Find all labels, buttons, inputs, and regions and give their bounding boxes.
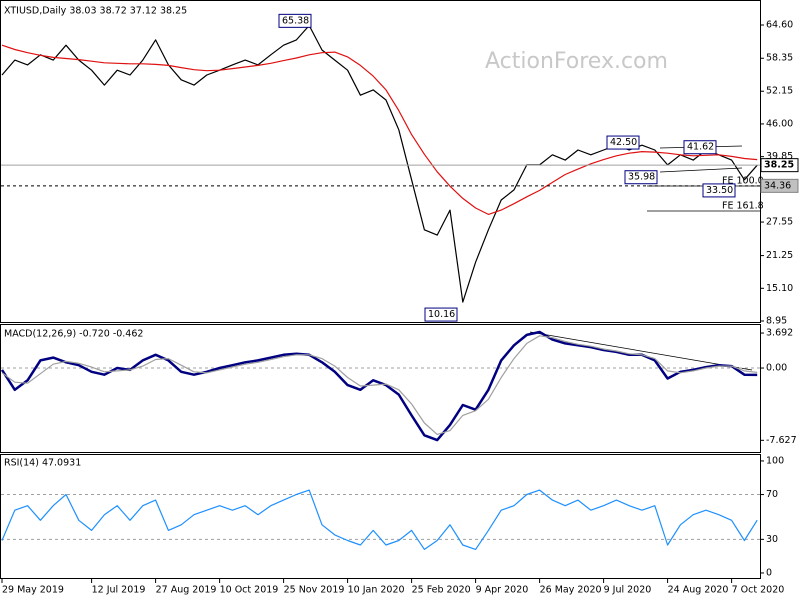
- macd-title: MACD(12,26,9) -0.720 -0.462: [4, 329, 143, 340]
- y-tick-label: 58.35: [766, 53, 793, 64]
- fe-label: FE 100.0: [722, 176, 764, 187]
- annotation-label: 35.98: [628, 172, 655, 183]
- y-tick-label: 21.25: [766, 250, 793, 261]
- x-tick-label: 10 Jan 2020: [348, 585, 405, 596]
- last-price-label: 38.25: [764, 160, 794, 171]
- y-tick-label: 46.00: [766, 118, 793, 129]
- annotation-label: 33.50: [706, 185, 733, 196]
- annotation-label: 42.50: [610, 137, 637, 148]
- x-tick-label: 27 Aug 2019: [156, 585, 217, 596]
- x-tick-label: 29 May 2019: [2, 585, 64, 596]
- rsi-title: RSI(14) 47.0931: [4, 458, 81, 469]
- x-tick-label: 24 Aug 2020: [668, 585, 729, 596]
- rsi-pane: [0, 454, 761, 579]
- y-tick-label: 0: [766, 567, 772, 578]
- annotation-label: 10.16: [428, 309, 455, 320]
- series-line: [1, 335, 758, 435]
- y-tick-label: -7.627: [766, 435, 797, 446]
- x-tick-label: 9 Jul 2020: [604, 585, 652, 596]
- y-tick-label: 15.10: [766, 283, 793, 294]
- annotation-box: [702, 183, 736, 198]
- last-price-box: [760, 158, 799, 173]
- fe-label: FE 161.8: [722, 201, 764, 212]
- x-tick-label: 25 Feb 2020: [412, 585, 471, 596]
- annotation-box: [606, 135, 640, 150]
- annotation-box: [683, 140, 717, 155]
- annotation-box: [624, 170, 658, 185]
- y-tick-label: 64.60: [766, 19, 793, 30]
- y-tick-label: 30: [766, 534, 778, 545]
- x-tick-label: 10 Oct 2019: [220, 585, 279, 596]
- y-tick-label: 0.00: [766, 363, 787, 374]
- annotation-label: 41.62: [687, 142, 714, 153]
- watermark: ActionForex.com: [485, 49, 668, 74]
- y-tick-label: 27.55: [766, 217, 793, 228]
- y-tick-label: 100: [766, 455, 784, 466]
- y-tick-label: 52.15: [766, 86, 793, 97]
- y-tick-label: 3.692: [766, 328, 793, 339]
- x-tick-label: 25 Nov 2019: [284, 585, 345, 596]
- level-label: 34.36: [764, 180, 791, 191]
- macd-trendline: [529, 331, 753, 371]
- trendline: [659, 167, 743, 173]
- macd-pane: [0, 324, 761, 453]
- y-tick-label: 39.85: [766, 151, 793, 162]
- series-line: [1, 489, 758, 550]
- price-title: XTIUSD,Daily 38.03 38.72 37.12 38.25: [4, 6, 187, 17]
- annotation-box: [424, 307, 458, 322]
- x-tick-label: 26 May 2020: [540, 585, 602, 596]
- x-tick-label: 12 Jul 2019: [92, 585, 146, 596]
- x-tick-label: 9 Apr 2020: [476, 585, 529, 596]
- annotation-label: 65.38: [282, 15, 309, 26]
- y-tick-label: 8.95: [766, 316, 787, 327]
- series-line: [1, 44, 758, 215]
- x-tick-label: 7 Oct 2020: [732, 585, 785, 596]
- y-tick-label: 70: [766, 489, 778, 500]
- annotation-box: [278, 13, 312, 28]
- level-box: [760, 178, 799, 193]
